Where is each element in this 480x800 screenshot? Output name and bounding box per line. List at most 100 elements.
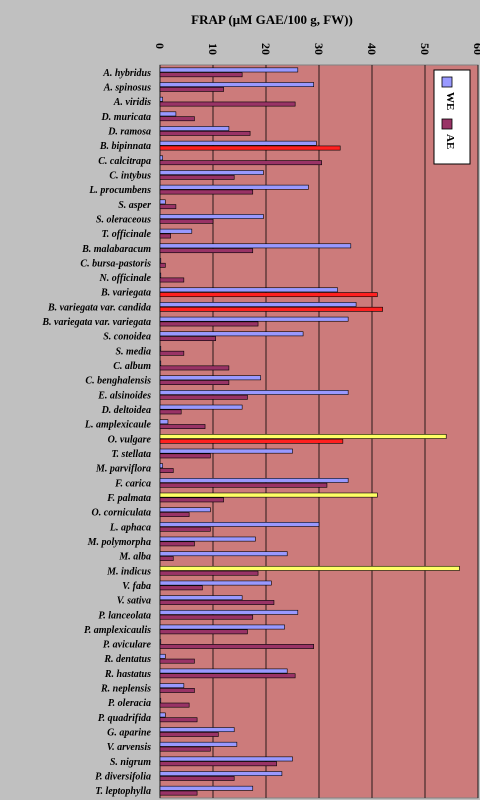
bar-we: [159, 346, 162, 351]
bar-we: [159, 785, 254, 791]
bar-we: [159, 639, 162, 645]
category-label: B. variegata var. variegata: [41, 317, 151, 328]
bar-we: [159, 668, 288, 674]
bar-we: [159, 580, 272, 586]
category-labels: A. hybridus A. spinosus A. viridis D. muric…: [41, 68, 151, 797]
legend-label-we: WE: [444, 92, 456, 110]
bar-we: [159, 243, 352, 249]
bar-ae: [159, 688, 195, 693]
x-axis-ticks: 0 10 20 30 40 50 60: [153, 43, 480, 55]
bar-we: [159, 609, 299, 615]
bar-ae: [159, 365, 230, 371]
bar-we: [159, 463, 163, 469]
bar-we: [159, 434, 447, 439]
bar-we: [159, 551, 288, 557]
x-tick-label: 10: [206, 43, 220, 55]
legend-swatch-ae: [441, 118, 453, 130]
bar-ae: [159, 380, 230, 385]
category-label: S. oleraceous: [96, 214, 151, 225]
x-tick-label: 60: [471, 43, 480, 55]
x-tick-label: 50: [418, 43, 432, 55]
category-label: D. ramosa: [107, 126, 151, 137]
category-label: D. muricata: [101, 112, 151, 123]
bar-we: [159, 302, 357, 307]
category-label: C. album: [113, 361, 151, 372]
bar-ae: [159, 497, 224, 503]
bar-ae: [159, 776, 235, 781]
bar-we: [159, 170, 264, 175]
bar-we: [159, 565, 460, 571]
category-label: C. intybus: [109, 170, 151, 181]
category-label: S. nigrum: [110, 757, 151, 768]
bar-we: [159, 96, 163, 102]
bar-ae: [159, 394, 248, 400]
bar-we: [159, 316, 349, 322]
bar-we: [159, 756, 293, 762]
bar-ae: [159, 174, 235, 180]
bar-we: [159, 155, 163, 161]
bar-we: [159, 82, 314, 87]
bar-ae: [159, 86, 224, 92]
category-label: B. variegata: [100, 288, 151, 299]
category-label: D. deltoidea: [101, 405, 151, 416]
bar-we: [159, 712, 166, 718]
bar-we: [159, 331, 304, 337]
category-label: C. bursa-pastoris: [80, 258, 151, 269]
bar-we: [159, 697, 162, 703]
category-label: L. aphaca: [109, 522, 151, 533]
category-label: S. conoidea: [103, 332, 151, 343]
bar-ae: [159, 556, 174, 561]
bar-ae: [159, 262, 166, 268]
bar-ae: [159, 512, 190, 517]
bar-ae: [159, 600, 275, 605]
bar-ae: [159, 570, 259, 576]
bar-ae: [159, 482, 328, 488]
bar-we: [159, 521, 320, 527]
category-label: P. lanceolata: [98, 610, 151, 621]
bar-ae: [159, 541, 195, 547]
bar-we: [159, 390, 349, 395]
bar-ae: [159, 585, 203, 591]
bar-ae: [159, 204, 177, 210]
category-label: R. dentatus: [103, 654, 151, 665]
bar-we: [159, 111, 177, 117]
category-label: S. asper: [118, 200, 151, 211]
bar-we: [159, 727, 235, 733]
bar-ae: [159, 790, 198, 796]
bar-ae: [159, 629, 248, 635]
category-label: V. sativa: [117, 596, 151, 607]
category-label: L. procumbens: [88, 185, 151, 196]
bar-we: [159, 536, 256, 542]
bar-ae: [159, 292, 378, 298]
bar-we: [159, 492, 378, 498]
bar-ae: [159, 248, 254, 254]
legend-swatch-we: [441, 76, 453, 88]
bar-ae: [159, 526, 211, 532]
bar-ae: [159, 277, 185, 283]
bar-we: [159, 375, 261, 381]
category-label: A. spinosus: [103, 82, 151, 93]
category-label: V. arvensis: [107, 742, 151, 753]
bar-ae: [159, 116, 195, 122]
bar-ae: [159, 424, 206, 429]
bar-ae: [159, 673, 296, 679]
bar-we: [159, 360, 162, 366]
bar-we: [159, 419, 169, 425]
category-label: A. viridis: [113, 97, 151, 108]
bar-we: [159, 404, 243, 410]
bar-ae: [159, 468, 174, 473]
category-label: P. amplexicaulis: [84, 625, 151, 636]
category-label: R. hastatus: [104, 669, 151, 680]
category-label: M. indicus: [106, 566, 151, 577]
bar-ae: [159, 160, 322, 166]
category-label: S. media: [115, 346, 151, 357]
bar-we: [159, 287, 338, 293]
x-tick-label: 20: [259, 43, 273, 55]
bar-ae: [159, 189, 254, 195]
category-label: P. diversifolia: [95, 772, 151, 783]
bar-ae: [159, 746, 211, 752]
legend-label-ae: AE: [444, 134, 456, 149]
bar-ae: [159, 761, 277, 767]
bar-ae: [159, 658, 195, 664]
